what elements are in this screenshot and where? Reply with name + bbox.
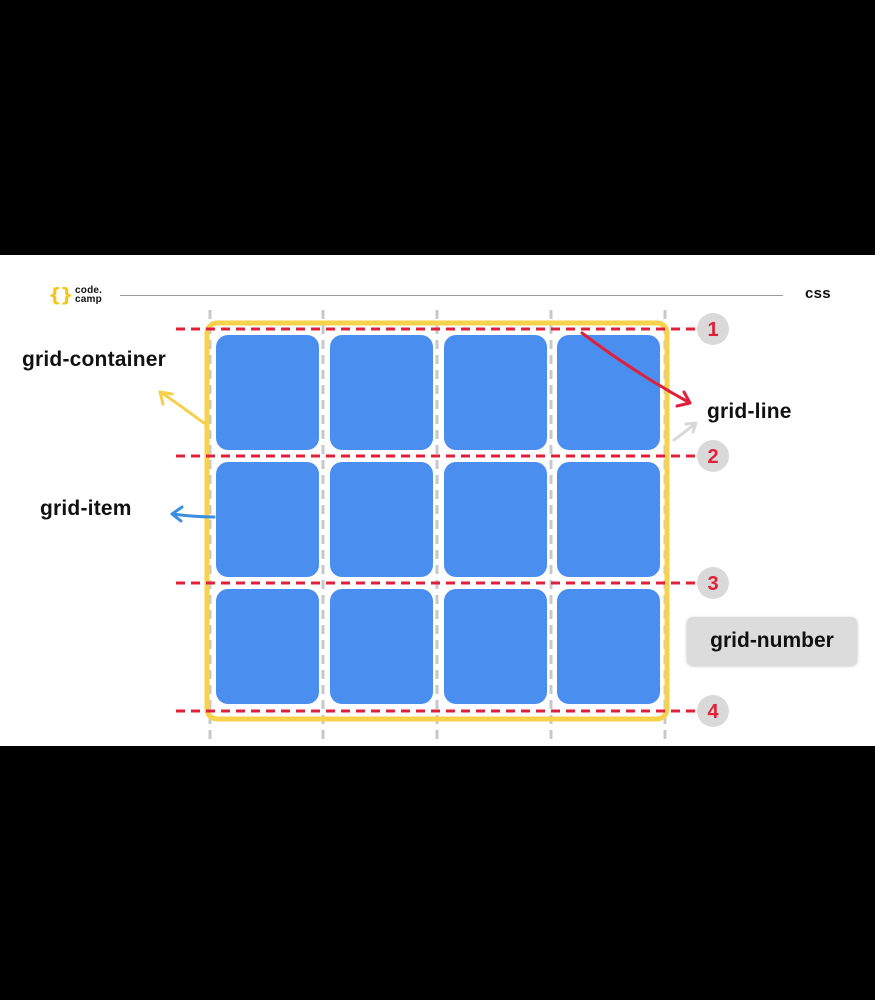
grid-line-arrow-secondary <box>672 421 698 442</box>
grid-container-label: grid-container <box>22 348 166 371</box>
logo-line-2: camp <box>75 294 102 305</box>
grid-item-cell <box>330 589 433 704</box>
grid-item-cell <box>444 462 547 577</box>
line-number-3: 3 <box>707 573 718 595</box>
grid-container-border <box>204 320 670 722</box>
grid-number-box: grid-number <box>687 617 857 665</box>
grid-container-arrow <box>158 390 206 425</box>
grid-number-label: grid-number <box>710 629 834 652</box>
brace-close-icon: } <box>60 284 74 306</box>
line-number-circle-3 <box>697 567 729 599</box>
grid-items <box>216 335 660 704</box>
row-lines <box>176 327 700 713</box>
topic-label: css <box>805 285 831 302</box>
line-number-circle-4 <box>697 695 729 727</box>
grid-item-label: grid-item <box>40 497 132 520</box>
grid-item-cell <box>330 462 433 577</box>
line-number-circle-2 <box>697 440 729 472</box>
line-number-2: 2 <box>707 446 718 468</box>
line-number-markers: 1 2 3 4 <box>697 313 729 727</box>
grid-line-arrow <box>580 331 692 408</box>
grid-item-cell <box>444 335 547 450</box>
header-rule <box>120 295 783 296</box>
line-number-4: 4 <box>707 701 719 723</box>
grid-item-cell <box>444 589 547 704</box>
grid-item-cell <box>557 462 660 577</box>
grid-item-arrow <box>170 505 216 523</box>
brace-open-icon: { <box>48 284 62 306</box>
grid-diagram: 1 2 3 4 <box>158 310 729 741</box>
arrows <box>158 331 698 523</box>
grid-item-cell <box>557 335 660 450</box>
grid-item-cell <box>216 462 319 577</box>
grid-item-cell <box>557 589 660 704</box>
logo-text: code. camp <box>75 285 103 305</box>
line-number-circle-1 <box>697 313 729 345</box>
grid-item-cell <box>216 589 319 704</box>
grid-line-label: grid-line <box>707 400 792 423</box>
slide: { } code. camp css 1 2 3 4 grid-container g… <box>0 255 875 746</box>
line-number-1: 1 <box>707 319 718 341</box>
grid-item-cell <box>330 335 433 450</box>
grid-item-cell <box>216 335 319 450</box>
logo-line-1: code. <box>75 285 103 296</box>
